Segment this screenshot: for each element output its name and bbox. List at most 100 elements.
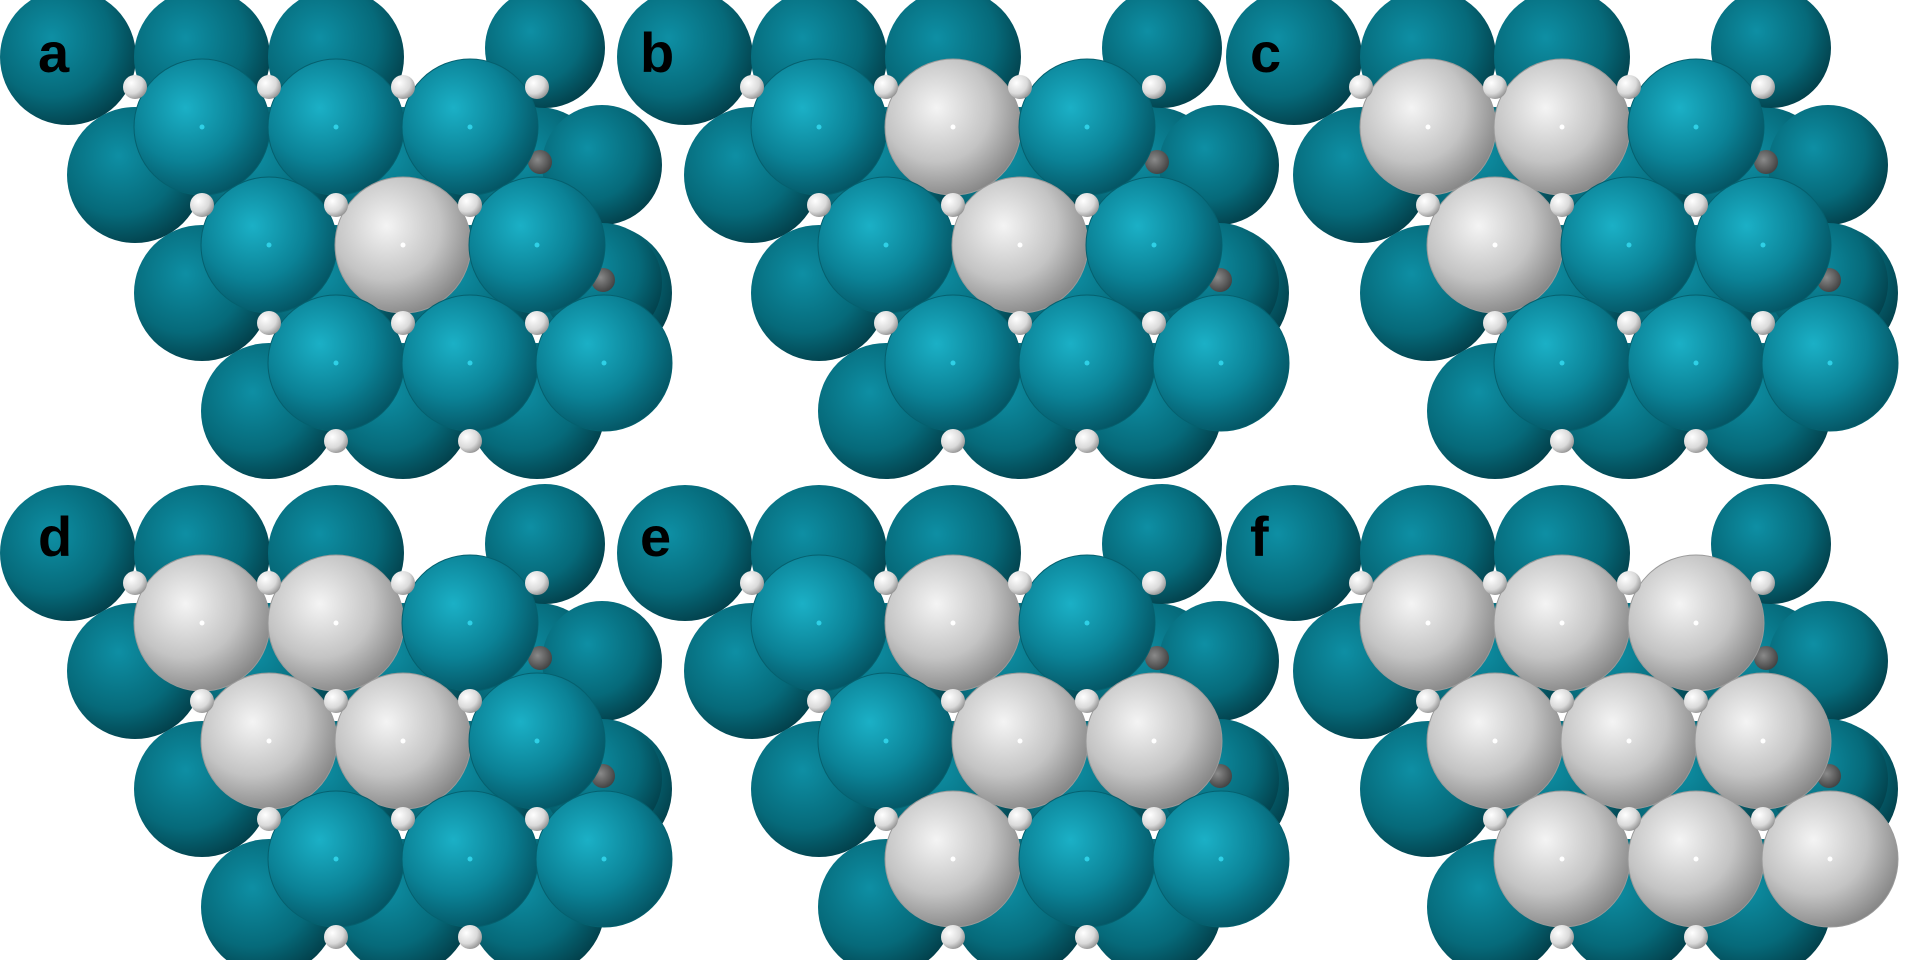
- hydrogen-atom: [941, 925, 965, 949]
- hydrogen-atom: [1483, 311, 1507, 335]
- panel-label: a: [38, 21, 70, 84]
- hydrogen-atom: [391, 571, 415, 595]
- panel-a: a: [0, 0, 673, 479]
- atom-center-highlight: [1084, 360, 1090, 366]
- hollow-site-marker: [1754, 150, 1778, 174]
- atom-center-highlight: [1693, 124, 1699, 130]
- hydrogen-atom: [1142, 311, 1166, 335]
- atom-center-highlight: [1559, 856, 1565, 862]
- hydrogen-atom: [324, 429, 348, 453]
- atom-center-highlight: [266, 242, 272, 248]
- subsurface-atom: [617, 0, 753, 125]
- atom-center-highlight: [534, 738, 540, 744]
- atom-center-highlight: [816, 124, 822, 130]
- hydrogen-atom: [874, 75, 898, 99]
- atom-center-highlight: [1017, 738, 1023, 744]
- hollow-site-marker: [528, 150, 552, 174]
- atom-center-highlight: [1084, 124, 1090, 130]
- subsurface-atom: [0, 485, 136, 621]
- panel-label: d: [38, 505, 72, 568]
- atom-center-highlight: [950, 620, 956, 626]
- hydrogen-atom: [1008, 807, 1032, 831]
- hydrogen-atom: [1416, 689, 1440, 713]
- hydrogen-atom: [1075, 193, 1099, 217]
- hydrogen-atom: [525, 75, 549, 99]
- hydrogen-atom: [1416, 193, 1440, 217]
- atom-center-highlight: [1084, 620, 1090, 626]
- atom-center-highlight: [1492, 242, 1498, 248]
- panel-b: b: [617, 0, 1290, 479]
- atom-center-highlight: [1559, 124, 1565, 130]
- atom-center-highlight: [1693, 360, 1699, 366]
- hydrogen-atom: [1684, 925, 1708, 949]
- atom-center-highlight: [467, 620, 473, 626]
- hydrogen-atom: [941, 429, 965, 453]
- hydrogen-atom: [1483, 807, 1507, 831]
- hydrogen-atom: [458, 429, 482, 453]
- hydrogen-atom: [324, 689, 348, 713]
- hydrogen-atom: [1008, 571, 1032, 595]
- atom-center-highlight: [400, 738, 406, 744]
- hydrogen-atom: [458, 193, 482, 217]
- hydrogen-atom: [1075, 925, 1099, 949]
- hydrogen-atom: [190, 193, 214, 217]
- hydrogen-atom: [874, 807, 898, 831]
- hydrogen-atom: [525, 311, 549, 335]
- hydrogen-atom: [257, 75, 281, 99]
- hydrogen-atom: [1483, 75, 1507, 99]
- atom-center-highlight: [467, 124, 473, 130]
- subsurface-atom: [617, 485, 753, 621]
- atom-center-highlight: [534, 242, 540, 248]
- hydrogen-atom: [1349, 571, 1373, 595]
- hydrogen-atom: [1751, 571, 1775, 595]
- hollow-site-marker: [528, 646, 552, 670]
- hydrogen-atom: [807, 689, 831, 713]
- hydrogen-atom: [257, 311, 281, 335]
- subsurface-atom: [0, 0, 136, 125]
- hydrogen-atom: [1684, 193, 1708, 217]
- hydrogen-atom: [1751, 75, 1775, 99]
- hydrogen-atom: [1550, 429, 1574, 453]
- hollow-site-marker: [1145, 646, 1169, 670]
- hydrogen-atom: [458, 925, 482, 949]
- atom-center-highlight: [1559, 360, 1565, 366]
- hydrogen-atom: [1142, 571, 1166, 595]
- hydrogen-atom: [1075, 689, 1099, 713]
- atom-center-highlight: [601, 360, 607, 366]
- hydrogen-atom: [874, 311, 898, 335]
- panel-label: e: [640, 505, 671, 568]
- atom-center-highlight: [333, 124, 339, 130]
- hydrogen-atom: [1008, 75, 1032, 99]
- hydrogen-atom: [941, 193, 965, 217]
- atom-center-highlight: [1626, 242, 1632, 248]
- atom-center-highlight: [1559, 620, 1565, 626]
- hydrogen-atom: [391, 311, 415, 335]
- atom-center-highlight: [1827, 856, 1833, 862]
- hydrogen-atom: [525, 807, 549, 831]
- hydrogen-atom: [123, 571, 147, 595]
- hydrogen-atom: [1751, 807, 1775, 831]
- hydrogen-atom: [874, 571, 898, 595]
- hydrogen-atom: [1550, 193, 1574, 217]
- atom-center-highlight: [601, 856, 607, 862]
- atom-center-highlight: [950, 360, 956, 366]
- hydrogen-atom: [1550, 689, 1574, 713]
- hydrogen-atom: [740, 571, 764, 595]
- atom-center-highlight: [467, 856, 473, 862]
- atom-center-highlight: [266, 738, 272, 744]
- atom-center-highlight: [1425, 124, 1431, 130]
- atom-center-highlight: [333, 620, 339, 626]
- subsurface-atom: [1226, 0, 1362, 125]
- atom-center-highlight: [1425, 620, 1431, 626]
- hydrogen-atom: [1142, 75, 1166, 99]
- atom-center-highlight: [1218, 856, 1224, 862]
- hydrogen-atom: [324, 193, 348, 217]
- hydrogen-atom: [257, 571, 281, 595]
- hydrogen-atom: [458, 689, 482, 713]
- atom-center-highlight: [883, 738, 889, 744]
- hollow-site-marker: [1145, 150, 1169, 174]
- atom-center-highlight: [1017, 242, 1023, 248]
- panel-label: b: [640, 21, 674, 84]
- atom-center-highlight: [1760, 738, 1766, 744]
